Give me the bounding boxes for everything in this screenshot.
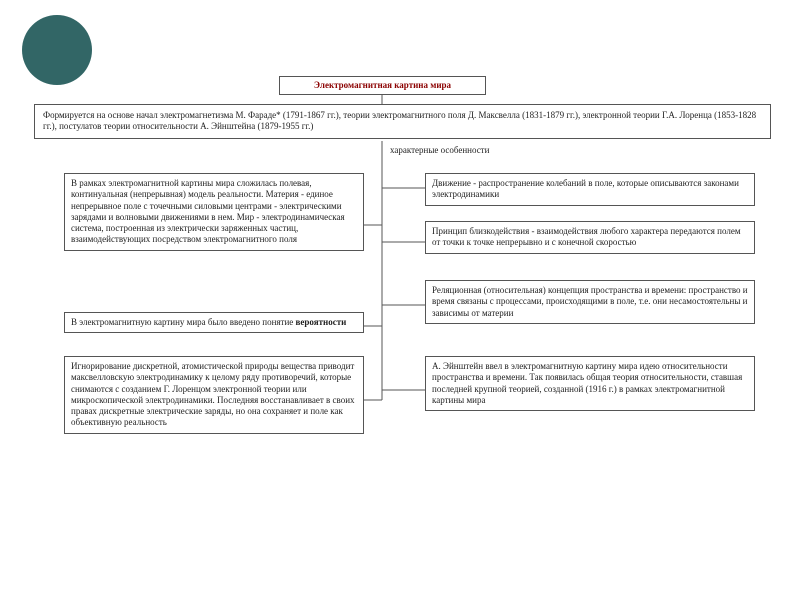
intro-text: Формируется на основе начал электромагне…	[43, 110, 756, 131]
left-box-1-text: В рамках электромагнитной картины мира с…	[71, 178, 345, 244]
left-box-3-text: Игнорирование дискретной, атомистической…	[71, 361, 355, 427]
right-box-2: Принцип близкодействия - взаимодействия …	[425, 221, 755, 254]
right-box-1-text: Движение - распространение колебаний в п…	[432, 178, 739, 199]
left-box-2-text-a: В электромагнитную картину мира было вве…	[71, 317, 296, 327]
right-box-1: Движение - распространение колебаний в п…	[425, 173, 755, 206]
right-box-3-text: Реляционная (относительная) концепция пр…	[432, 285, 748, 318]
left-box-2-text-b: вероятности	[296, 317, 347, 327]
left-box-2: В электромагнитную картину мира было вве…	[64, 312, 364, 333]
decorative-circle	[22, 15, 92, 85]
right-box-2-text: Принцип близкодействия - взаимодействия …	[432, 226, 741, 247]
right-box-3: Реляционная (относительная) концепция пр…	[425, 280, 755, 324]
characteristics-text: характерные особенности	[390, 145, 489, 155]
left-box-1: В рамках электромагнитной картины мира с…	[64, 173, 364, 251]
title-box: Электромагнитная картина мира	[279, 76, 486, 95]
characteristics-label: характерные особенности	[390, 145, 489, 155]
title-text: Электромагнитная картина мира	[314, 80, 451, 90]
intro-box: Формируется на основе начал электромагне…	[34, 104, 771, 139]
right-box-4: А. Эйнштейн ввел в электромагнитную карт…	[425, 356, 755, 411]
left-box-3: Игнорирование дискретной, атомистической…	[64, 356, 364, 434]
right-box-4-text: А. Эйнштейн ввел в электромагнитную карт…	[432, 361, 742, 405]
